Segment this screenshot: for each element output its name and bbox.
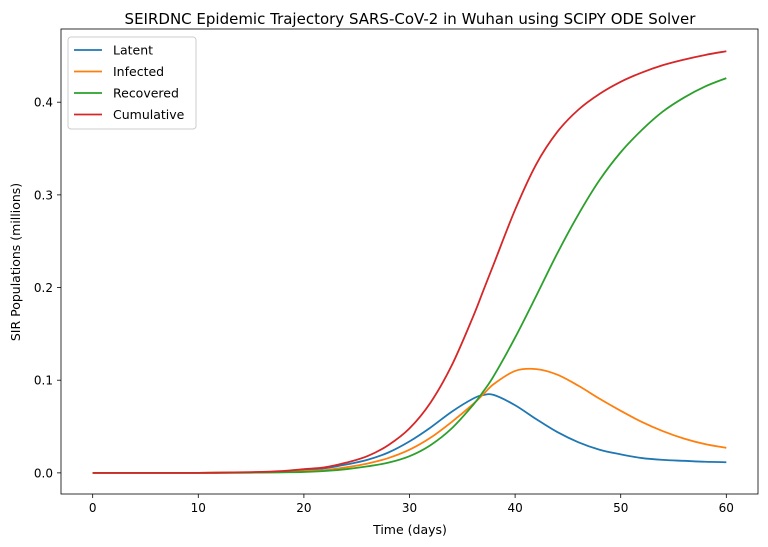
y-tick-label: 0.1 [34, 374, 53, 388]
series-line-recovered [92, 77, 727, 474]
x-axis-label: Time (days) [372, 522, 447, 537]
chart-title: SEIRDNC Epidemic Trajectory SARS-CoV-2 i… [125, 10, 697, 28]
x-tick-label: 10 [191, 501, 206, 515]
legend-label: Cumulative [113, 107, 185, 122]
y-tick-label: 0.4 [34, 96, 53, 110]
x-tick-label: 0 [89, 501, 97, 515]
x-tick-label: 50 [613, 501, 628, 515]
x-axis: 0 10 20 30 40 50 60 [89, 494, 734, 515]
x-tick-label: 30 [402, 501, 417, 515]
y-tick-label: 0.3 [34, 188, 53, 202]
x-tick-label: 20 [296, 501, 311, 515]
x-tick-label: 40 [507, 501, 522, 515]
legend-label: Infected [113, 64, 164, 79]
y-tick-label: 0.2 [34, 281, 53, 295]
y-axis-label: SIR Populations (millions) [8, 183, 23, 341]
x-tick-label: 60 [719, 501, 734, 515]
legend-label: Latent [113, 43, 153, 58]
legend-label: Recovered [113, 86, 179, 101]
y-tick-label: 0.0 [34, 466, 53, 480]
series-layer [92, 50, 727, 474]
y-axis: 0.0 0.1 0.2 0.3 0.4 [34, 96, 61, 480]
series-line-cumulative [92, 50, 727, 474]
legend: Latent Infected Recovered Cumulative [67, 36, 197, 130]
legend-box [67, 36, 197, 130]
